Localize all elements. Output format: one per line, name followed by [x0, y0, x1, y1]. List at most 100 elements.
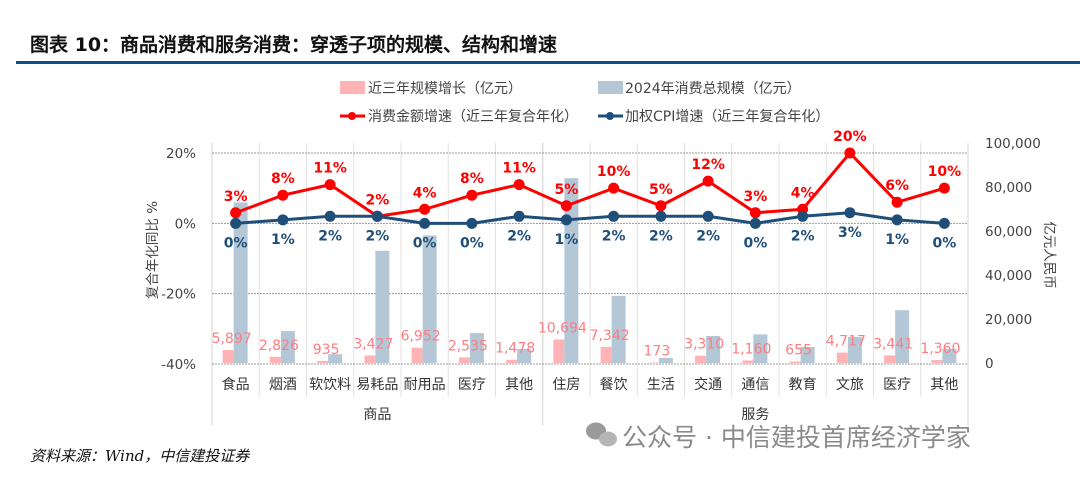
spending-point — [560, 200, 572, 212]
spending-point — [324, 179, 336, 191]
category-label: 烟酒 — [269, 377, 297, 393]
spending-label: 8% — [460, 171, 484, 187]
total-bar — [800, 346, 815, 363]
growth-bar — [269, 356, 281, 363]
cpi-point — [749, 217, 761, 229]
cpi-label: 2% — [318, 228, 342, 244]
category-label: 餐饮 — [600, 377, 628, 393]
cpi-point — [230, 217, 242, 229]
left-tick-label: -20% — [161, 287, 196, 303]
growth-bar — [600, 346, 612, 363]
spending-label: 4% — [791, 185, 815, 201]
total-bar — [422, 235, 437, 363]
growth-bar — [931, 360, 943, 363]
left-tick-label: -40% — [161, 357, 196, 373]
spending-label: 12% — [691, 157, 725, 173]
right-tick-label: 80,000 — [985, 180, 1032, 196]
total-bar — [375, 250, 390, 363]
cpi-label: 0% — [224, 235, 248, 251]
cpi-label: 2% — [365, 228, 389, 244]
spending-label: 20% — [833, 129, 867, 145]
growth-bar — [884, 355, 896, 363]
category-label: 文旅 — [836, 377, 864, 393]
category-label: 交通 — [694, 376, 722, 393]
cpi-label: 2% — [649, 228, 673, 244]
spending-point — [277, 189, 289, 201]
right-tick-label: 20,000 — [985, 312, 1032, 328]
growth-bar-label: 2,535 — [448, 338, 488, 354]
spending-point — [513, 179, 525, 191]
growth-bar — [553, 339, 565, 363]
cpi-point — [608, 210, 620, 222]
category-label: 医疗 — [458, 377, 486, 393]
cpi-point — [277, 214, 289, 226]
growth-bar-label: 3,441 — [873, 336, 913, 352]
growth-bar-label: 1,360 — [920, 341, 960, 357]
category-label: 食品 — [222, 376, 250, 393]
wechat-icon — [586, 422, 617, 447]
cpi-label: 1% — [885, 232, 909, 248]
cpi-label: 0% — [743, 235, 767, 251]
growth-bar-label: 173 — [644, 344, 671, 360]
spending-label: 3% — [224, 189, 248, 205]
growth-bar-label: 2,826 — [259, 338, 299, 354]
chart-title: 图表 10：商品消费和服务消费：穿透子项的规模、结构和增速 — [30, 33, 557, 56]
growth-bar — [695, 355, 707, 363]
growth-bar — [411, 347, 423, 363]
spending-label: 3% — [743, 189, 767, 205]
cpi-label: 2% — [696, 228, 720, 244]
category-label: 软饮料 — [309, 377, 351, 393]
spending-point — [749, 207, 761, 219]
category-label: 其他 — [505, 377, 533, 393]
spending-point — [419, 203, 431, 215]
growth-bar — [364, 355, 376, 363]
category-label: 易耗品 — [356, 377, 398, 393]
cpi-point — [655, 210, 667, 222]
total-bar — [233, 202, 248, 363]
spending-point — [230, 207, 242, 219]
cpi-point — [371, 210, 383, 222]
right-tick-label: 100,000 — [985, 136, 1041, 152]
spending-line — [235, 150, 945, 218]
left-tick-label: 0% — [175, 216, 197, 232]
spending-point — [608, 182, 620, 194]
total-bar — [706, 335, 721, 363]
cpi-point — [938, 217, 950, 229]
cpi-label: 0% — [460, 235, 484, 251]
cpi-label: 2% — [602, 228, 626, 244]
spending-point — [466, 189, 478, 201]
group-label: 商品 — [363, 407, 391, 423]
left-axis-title: 复合年化同比 % — [144, 201, 161, 299]
cpi-label: 2% — [507, 228, 531, 244]
cpi-label: 1% — [271, 232, 295, 248]
right-axis-title: 亿元人民币 — [1041, 221, 1057, 289]
category-label: 耐用品 — [404, 377, 446, 393]
cpi-label: 1% — [554, 232, 578, 248]
cpi-point — [844, 207, 856, 219]
cpi-label: 0% — [413, 235, 437, 251]
spending-label: 11% — [313, 161, 347, 177]
right-tick-label: 0 — [985, 356, 994, 372]
spending-point — [891, 196, 903, 208]
cpi-point — [324, 210, 336, 222]
cpi-label: 2% — [791, 228, 815, 244]
spending-label: 5% — [649, 182, 673, 198]
total-bar — [658, 357, 673, 363]
growth-bar-label: 6,952 — [401, 329, 441, 345]
cpi-point — [891, 214, 903, 226]
growth-bar-label: 7,342 — [590, 328, 630, 344]
growth-bar — [789, 361, 801, 363]
right-tick-label: 60,000 — [985, 224, 1032, 240]
spending-label: 6% — [885, 178, 909, 194]
spending-label: 11% — [502, 161, 536, 177]
group-label: 服务 — [741, 407, 769, 423]
cpi-point — [513, 210, 525, 222]
cpi-line — [235, 211, 945, 225]
total-bar — [847, 337, 862, 363]
cpi-point — [797, 210, 809, 222]
spending-label: 2% — [365, 192, 389, 208]
spending-label: 10% — [597, 164, 631, 180]
title-rule — [16, 61, 1080, 64]
growth-bar-label: 1,160 — [731, 341, 771, 357]
